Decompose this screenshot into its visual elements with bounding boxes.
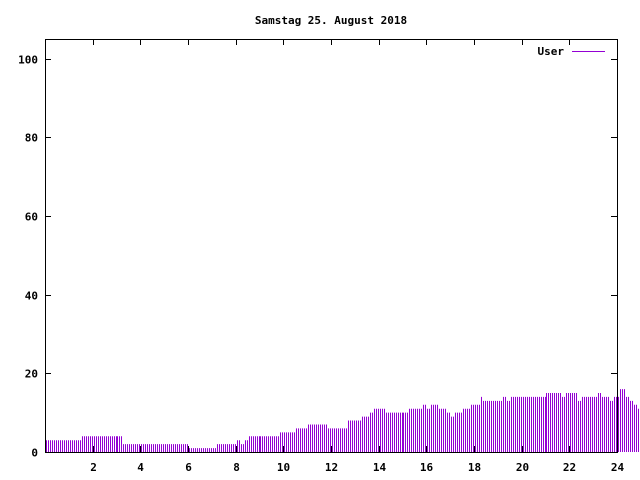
x-tick-label: 4: [137, 461, 144, 474]
x-tick-label: 22: [563, 461, 576, 474]
x-tick-label: 6: [185, 461, 192, 474]
plot-frame: [45, 39, 618, 453]
x-tick-label: 16: [420, 461, 434, 474]
x-tick-label: 12: [325, 461, 338, 474]
y-tick-label: 20: [25, 368, 38, 381]
y-tick-label: 60: [25, 211, 38, 224]
legend-label-user: User: [538, 45, 565, 58]
x-tick-label: 8: [233, 461, 240, 474]
y-tick-label: 100: [18, 54, 38, 67]
y-tick-label: 40: [25, 290, 38, 303]
x-tick-label: 14: [373, 461, 387, 474]
x-tick-label: 10: [277, 461, 290, 474]
x-tick-label: 2: [90, 461, 97, 474]
x-tick-label: 20: [516, 461, 529, 474]
chart-title: Samstag 25. August 2018: [255, 14, 407, 27]
bars-group: [46, 389, 639, 452]
y-tick-label: 0: [31, 447, 38, 460]
x-tick-label: 24: [611, 461, 625, 474]
y-tick-label: 80: [25, 132, 38, 145]
legend: User: [538, 45, 605, 58]
x-tick-label: 18: [468, 461, 481, 474]
